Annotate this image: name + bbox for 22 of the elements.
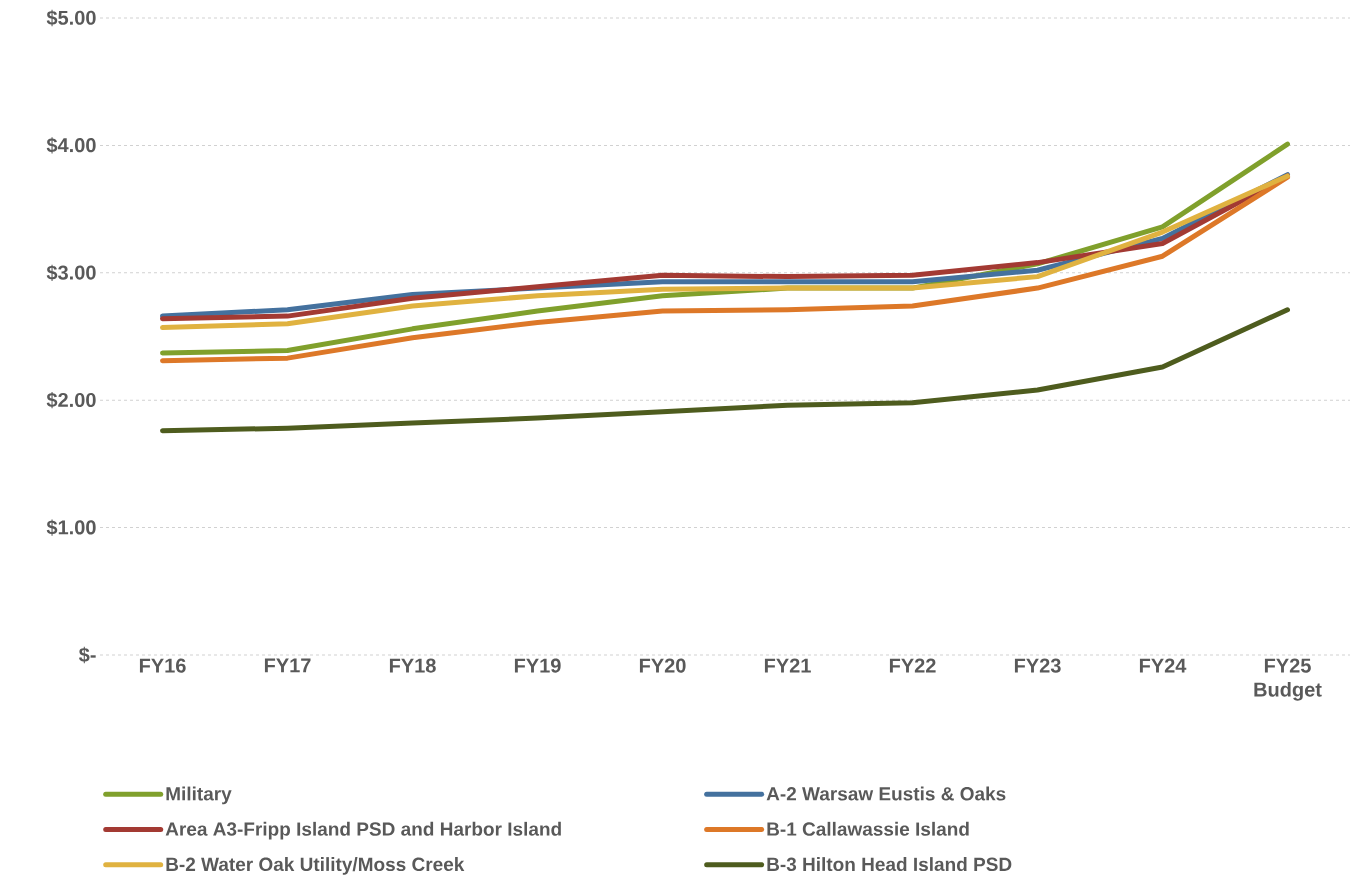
x-tick-label: FY19 <box>514 658 561 673</box>
y-tick-label: $2.00 <box>46 392 96 409</box>
x-tick-label: FY18 <box>389 658 436 673</box>
x-tick-label: FY20 <box>639 658 686 673</box>
legend-label: Area A3-Fripp Island PSD and Harbor Island <box>165 821 561 840</box>
x-tick-label: FY24 <box>1139 658 1187 673</box>
y-tick-label: $- <box>78 646 96 664</box>
legend-label: B-2 Water Oak Utility/Moss Creek <box>166 857 465 875</box>
y-tick-label: $4.00 <box>46 137 96 154</box>
y-tick-label: $3.00 <box>46 264 96 281</box>
legend-label: B-1 Callawassie Island <box>767 821 969 836</box>
legend-label: A-2 Warsaw Eustis & Oaks <box>766 786 1006 801</box>
x-tick-label: FY22 <box>889 658 936 673</box>
x-tick-label: FY23 <box>1014 658 1061 673</box>
x-tick-label: FY16 <box>139 658 186 673</box>
x-tick-label: FY17 <box>264 658 311 673</box>
legend-label: B-3 Hilton Head Island PSD <box>767 857 1012 872</box>
y-tick-label: $5.00 <box>46 9 96 27</box>
x-tick-label: FY25 Budget <box>1254 658 1322 701</box>
x-tick-label: FY21 <box>764 658 811 673</box>
y-tick-label: $1.00 <box>46 519 96 536</box>
legend-label: Military <box>166 786 232 805</box>
